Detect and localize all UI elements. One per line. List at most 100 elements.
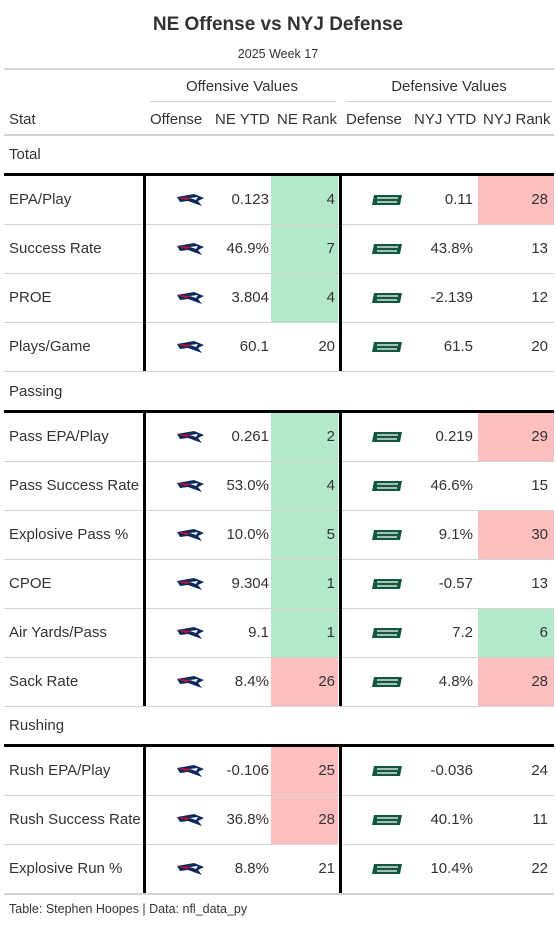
- table-row: Success Rate 46.9% 7 43.8% 13: [4, 225, 554, 274]
- table-row: Sack Rate 8.4% 26 4.8% 28: [4, 658, 554, 707]
- table-row: Pass EPA/Play 0.261 2 0.219 29: [4, 413, 554, 462]
- nyj-ytd-value: 9.1%: [438, 526, 473, 543]
- stat-label: PROE: [9, 289, 52, 306]
- stat-label: Rush Success Rate: [9, 811, 141, 828]
- ne-rank-value: 25: [271, 747, 338, 795]
- jets-logo-icon: [372, 864, 402, 874]
- patriots-logo-icon: [177, 431, 204, 443]
- row-divider: [4, 559, 554, 560]
- patriots-logo-icon: [177, 676, 204, 688]
- ne-rank-value: 4: [271, 176, 338, 224]
- defense-logo-cell: [343, 511, 409, 559]
- jets-logo-icon: [372, 530, 402, 540]
- row-group-label: Passing: [9, 383, 63, 400]
- ne-ytd-value: 8.8%: [234, 860, 269, 877]
- column-header-stat: Stat: [9, 111, 36, 128]
- row-divider: [4, 657, 554, 658]
- jets-logo-icon: [372, 628, 402, 638]
- offense-logo-cell: [147, 413, 209, 461]
- table-row: Plays/Game 60.1 20 61.5 20: [4, 323, 554, 372]
- offense-divider-line: [143, 174, 146, 371]
- patriots-logo-icon: [177, 292, 204, 304]
- offense-logo-cell: [147, 225, 209, 273]
- defense-logo-cell: [343, 609, 409, 657]
- patriots-logo-icon: [177, 341, 204, 353]
- table-title: NE Offense vs NYJ Defense: [152, 14, 404, 35]
- jets-logo-icon: [372, 815, 402, 825]
- nyj-rank-value: 30: [478, 511, 554, 559]
- patriots-logo-icon: [177, 863, 204, 875]
- defense-logo-cell: [343, 560, 409, 608]
- jets-logo-icon: [372, 293, 402, 303]
- offense-logo-cell: [147, 796, 209, 844]
- table-row: CPOE 9.304 1 -0.57 13: [4, 560, 554, 609]
- ne-ytd-value: 60.1: [239, 338, 269, 355]
- nyj-ytd-value: 4.8%: [438, 673, 473, 690]
- nyj-ytd-value: 7.2: [452, 624, 473, 641]
- offense-logo-cell: [147, 747, 209, 795]
- stat-label: CPOE: [9, 575, 52, 592]
- group-top-rule: [4, 744, 554, 747]
- nyj-rank-value: 29: [478, 413, 554, 461]
- stat-label: Sack Rate: [9, 673, 79, 690]
- ne-ytd-value: 10.0%: [226, 526, 269, 543]
- ne-rank-value: 20: [318, 338, 335, 355]
- ne-rank-value: 1: [271, 560, 338, 608]
- row-divider: [4, 706, 554, 707]
- nyj-rank-value: 22: [531, 860, 548, 877]
- stat-label: Success Rate: [9, 240, 102, 257]
- jets-logo-icon: [372, 244, 402, 254]
- offense-logo-cell: [147, 462, 209, 510]
- defense-logo-cell: [343, 225, 409, 273]
- stat-label: Rush EPA/Play: [9, 762, 111, 779]
- jets-logo-icon: [372, 766, 402, 776]
- offense-divider-line: [143, 411, 146, 706]
- table-bottom-rule: [4, 893, 554, 895]
- column-header-ne-rank: NE Rank: [277, 111, 338, 128]
- ne-ytd-value: 3.804: [231, 289, 269, 306]
- ne-rank-value: 21: [318, 860, 335, 877]
- stat-label: Air Yards/Pass: [9, 624, 107, 641]
- group-top-rule: [4, 173, 554, 176]
- spanner-offensive-values: Offensive Values: [185, 78, 298, 95]
- ne-ytd-value: 0.123: [231, 191, 269, 208]
- ne-rank-value: 5: [271, 511, 338, 559]
- nyj-rank-value: 20: [531, 338, 548, 355]
- nyj-rank-value: 6: [478, 609, 554, 657]
- offense-logo-cell: [147, 274, 209, 322]
- jets-logo-icon: [372, 342, 402, 352]
- table-row: Pass Success Rate 53.0% 4 46.6% 15: [4, 462, 554, 511]
- stat-label: EPA/Play: [9, 191, 72, 208]
- nyj-ytd-value: 43.8%: [430, 240, 473, 257]
- stat-label: Plays/Game: [9, 338, 91, 355]
- nyj-ytd-value: -0.036: [430, 762, 473, 779]
- defense-logo-cell: [343, 845, 409, 893]
- spanner-defensive-rule: [346, 101, 552, 102]
- row-divider: [4, 510, 554, 511]
- offense-logo-cell: [147, 845, 209, 893]
- nyj-ytd-value: -2.139: [430, 289, 473, 306]
- ne-ytd-value: 46.9%: [226, 240, 269, 257]
- nyj-rank-value: 28: [478, 176, 554, 224]
- defense-logo-cell: [343, 462, 409, 510]
- ne-rank-value: 4: [271, 462, 338, 510]
- ne-rank-value: 28: [271, 796, 338, 844]
- offense-logo-cell: [147, 658, 209, 706]
- row-divider: [4, 224, 554, 225]
- jets-logo-icon: [372, 579, 402, 589]
- defense-divider-line: [339, 745, 342, 893]
- table-subtitle: 2025 Week 17: [237, 47, 319, 61]
- column-header-nyj-rank: NYJ Rank: [483, 111, 551, 128]
- defense-logo-cell: [343, 323, 409, 371]
- column-header-nyj-ytd: NYJ YTD: [414, 111, 477, 128]
- offense-divider-line: [143, 745, 146, 893]
- ne-ytd-value: 0.261: [231, 428, 269, 445]
- ne-rank-value: 26: [271, 658, 338, 706]
- jets-logo-icon: [372, 195, 402, 205]
- table-source-note: Table: Stephen Hoopes | Data: nfl_data_p…: [9, 902, 248, 916]
- defense-divider-line: [339, 174, 342, 371]
- ne-ytd-value: 36.8%: [226, 811, 269, 828]
- patriots-logo-icon: [177, 814, 204, 826]
- defense-logo-cell: [343, 176, 409, 224]
- column-header-bottom-rule: [4, 134, 554, 136]
